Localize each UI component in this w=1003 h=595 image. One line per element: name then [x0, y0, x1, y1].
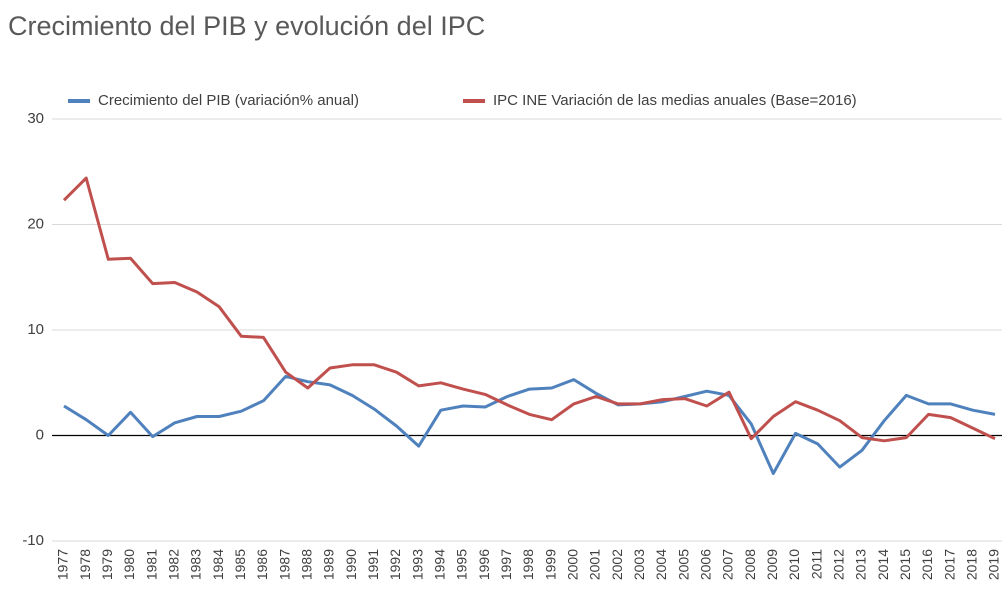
x-tick-label: 2009 — [764, 549, 780, 580]
x-tick-label: 1985 — [232, 549, 248, 580]
x-tick-label: 1991 — [365, 549, 381, 580]
series-line — [63, 374, 996, 475]
chart-title: Crecimiento del PIB y evolución del IPC — [8, 11, 485, 41]
x-tick-label: 2011 — [808, 549, 824, 579]
x-tick-label: 2007 — [720, 549, 736, 580]
x-tick-label: 2012 — [831, 549, 847, 580]
x-tick-label: 2003 — [631, 549, 647, 580]
x-tick-label: 2004 — [653, 549, 669, 580]
x-tick-label: 1979 — [99, 549, 115, 580]
x-tick-label: 1984 — [210, 549, 226, 580]
x-tick-label: 1998 — [520, 549, 536, 580]
x-tick-label: 1989 — [321, 549, 337, 580]
x-tick-label: 1999 — [542, 549, 558, 580]
x-tick-label: 2002 — [609, 549, 625, 580]
x-tick-label: 1988 — [299, 549, 315, 580]
y-tick-label: 20 — [27, 215, 44, 232]
x-tick-label: 1978 — [77, 549, 93, 580]
x-tick-label: 1986 — [254, 549, 270, 580]
x-tick-label: 2001 — [587, 549, 603, 580]
x-tick-label: 2013 — [853, 549, 869, 580]
x-tick-label: 1994 — [432, 549, 448, 580]
x-tick-label: 1997 — [498, 549, 514, 580]
x-tick-label: 2014 — [875, 549, 891, 580]
legend-label: IPC INE Variación de las medias anuales … — [493, 92, 857, 109]
y-tick-label: 30 — [27, 110, 44, 127]
x-tick-label: 2010 — [786, 549, 802, 580]
x-tick-label: 1987 — [276, 549, 292, 580]
legend-label: Crecimiento del PIB (variación% anual) — [98, 92, 359, 109]
x-tick-label: 1993 — [409, 549, 425, 580]
x-tick-label: 1981 — [143, 549, 159, 580]
x-tick-label: 2016 — [919, 549, 935, 580]
x-tick-label: 2017 — [941, 549, 957, 580]
x-tick-label: 1992 — [387, 549, 403, 580]
x-tick-label: 1983 — [188, 549, 204, 580]
y-tick-label: -10 — [22, 532, 44, 549]
x-tick-label: 2000 — [565, 549, 581, 580]
x-tick-label: 1990 — [343, 549, 359, 580]
x-tick-label: 1980 — [121, 549, 137, 580]
x-tick-label: 1977 — [55, 549, 71, 580]
x-tick-label: 1982 — [166, 549, 182, 580]
series-line — [62, 176, 996, 443]
x-tick-label: 1995 — [454, 549, 470, 580]
x-tick-label: 2006 — [698, 549, 714, 580]
y-tick-label: 10 — [27, 321, 44, 338]
x-tick-label: 2018 — [964, 549, 980, 580]
y-tick-label: 0 — [36, 426, 44, 443]
x-tick-label: 2005 — [675, 549, 691, 580]
x-tick-label: 1996 — [476, 549, 492, 580]
x-tick-label: 2015 — [897, 549, 913, 580]
x-tick-label: 2008 — [742, 549, 758, 580]
x-tick-label: 2019 — [986, 549, 1002, 580]
